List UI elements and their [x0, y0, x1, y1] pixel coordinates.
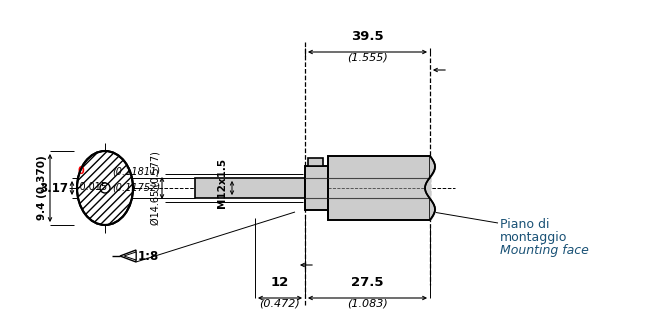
Text: (0.11752): (0.11752)	[112, 182, 160, 192]
Text: (1.555): (1.555)	[347, 53, 388, 63]
Text: Ø14.65 (0.577): Ø14.65 (0.577)	[150, 151, 160, 225]
Text: (0.472): (0.472)	[259, 299, 300, 309]
Text: M12x1.5: M12x1.5	[217, 158, 227, 208]
Text: 9.4 (0.370): 9.4 (0.370)	[37, 156, 47, 220]
Bar	[195, 178, 305, 198]
Text: (0.11811): (0.11811)	[112, 166, 160, 176]
Text: -0.015: -0.015	[77, 182, 108, 192]
Text: 0: 0	[77, 166, 84, 176]
Text: Mounting face: Mounting face	[500, 244, 589, 257]
Ellipse shape	[77, 151, 133, 225]
Text: 27.5: 27.5	[351, 276, 383, 289]
Bar	[328, 156, 430, 220]
Text: 1:8: 1:8	[138, 249, 159, 263]
Text: montaggio: montaggio	[500, 231, 567, 244]
Text: (1.083): (1.083)	[347, 299, 388, 309]
Bar	[308, 158, 323, 166]
Bar	[305, 166, 328, 210]
Text: 39.5: 39.5	[351, 30, 383, 43]
Polygon shape	[124, 252, 136, 260]
Text: Piano di: Piano di	[500, 218, 549, 231]
Text: 12: 12	[271, 276, 289, 289]
Polygon shape	[120, 250, 136, 262]
Text: 3.17: 3.17	[39, 181, 68, 194]
